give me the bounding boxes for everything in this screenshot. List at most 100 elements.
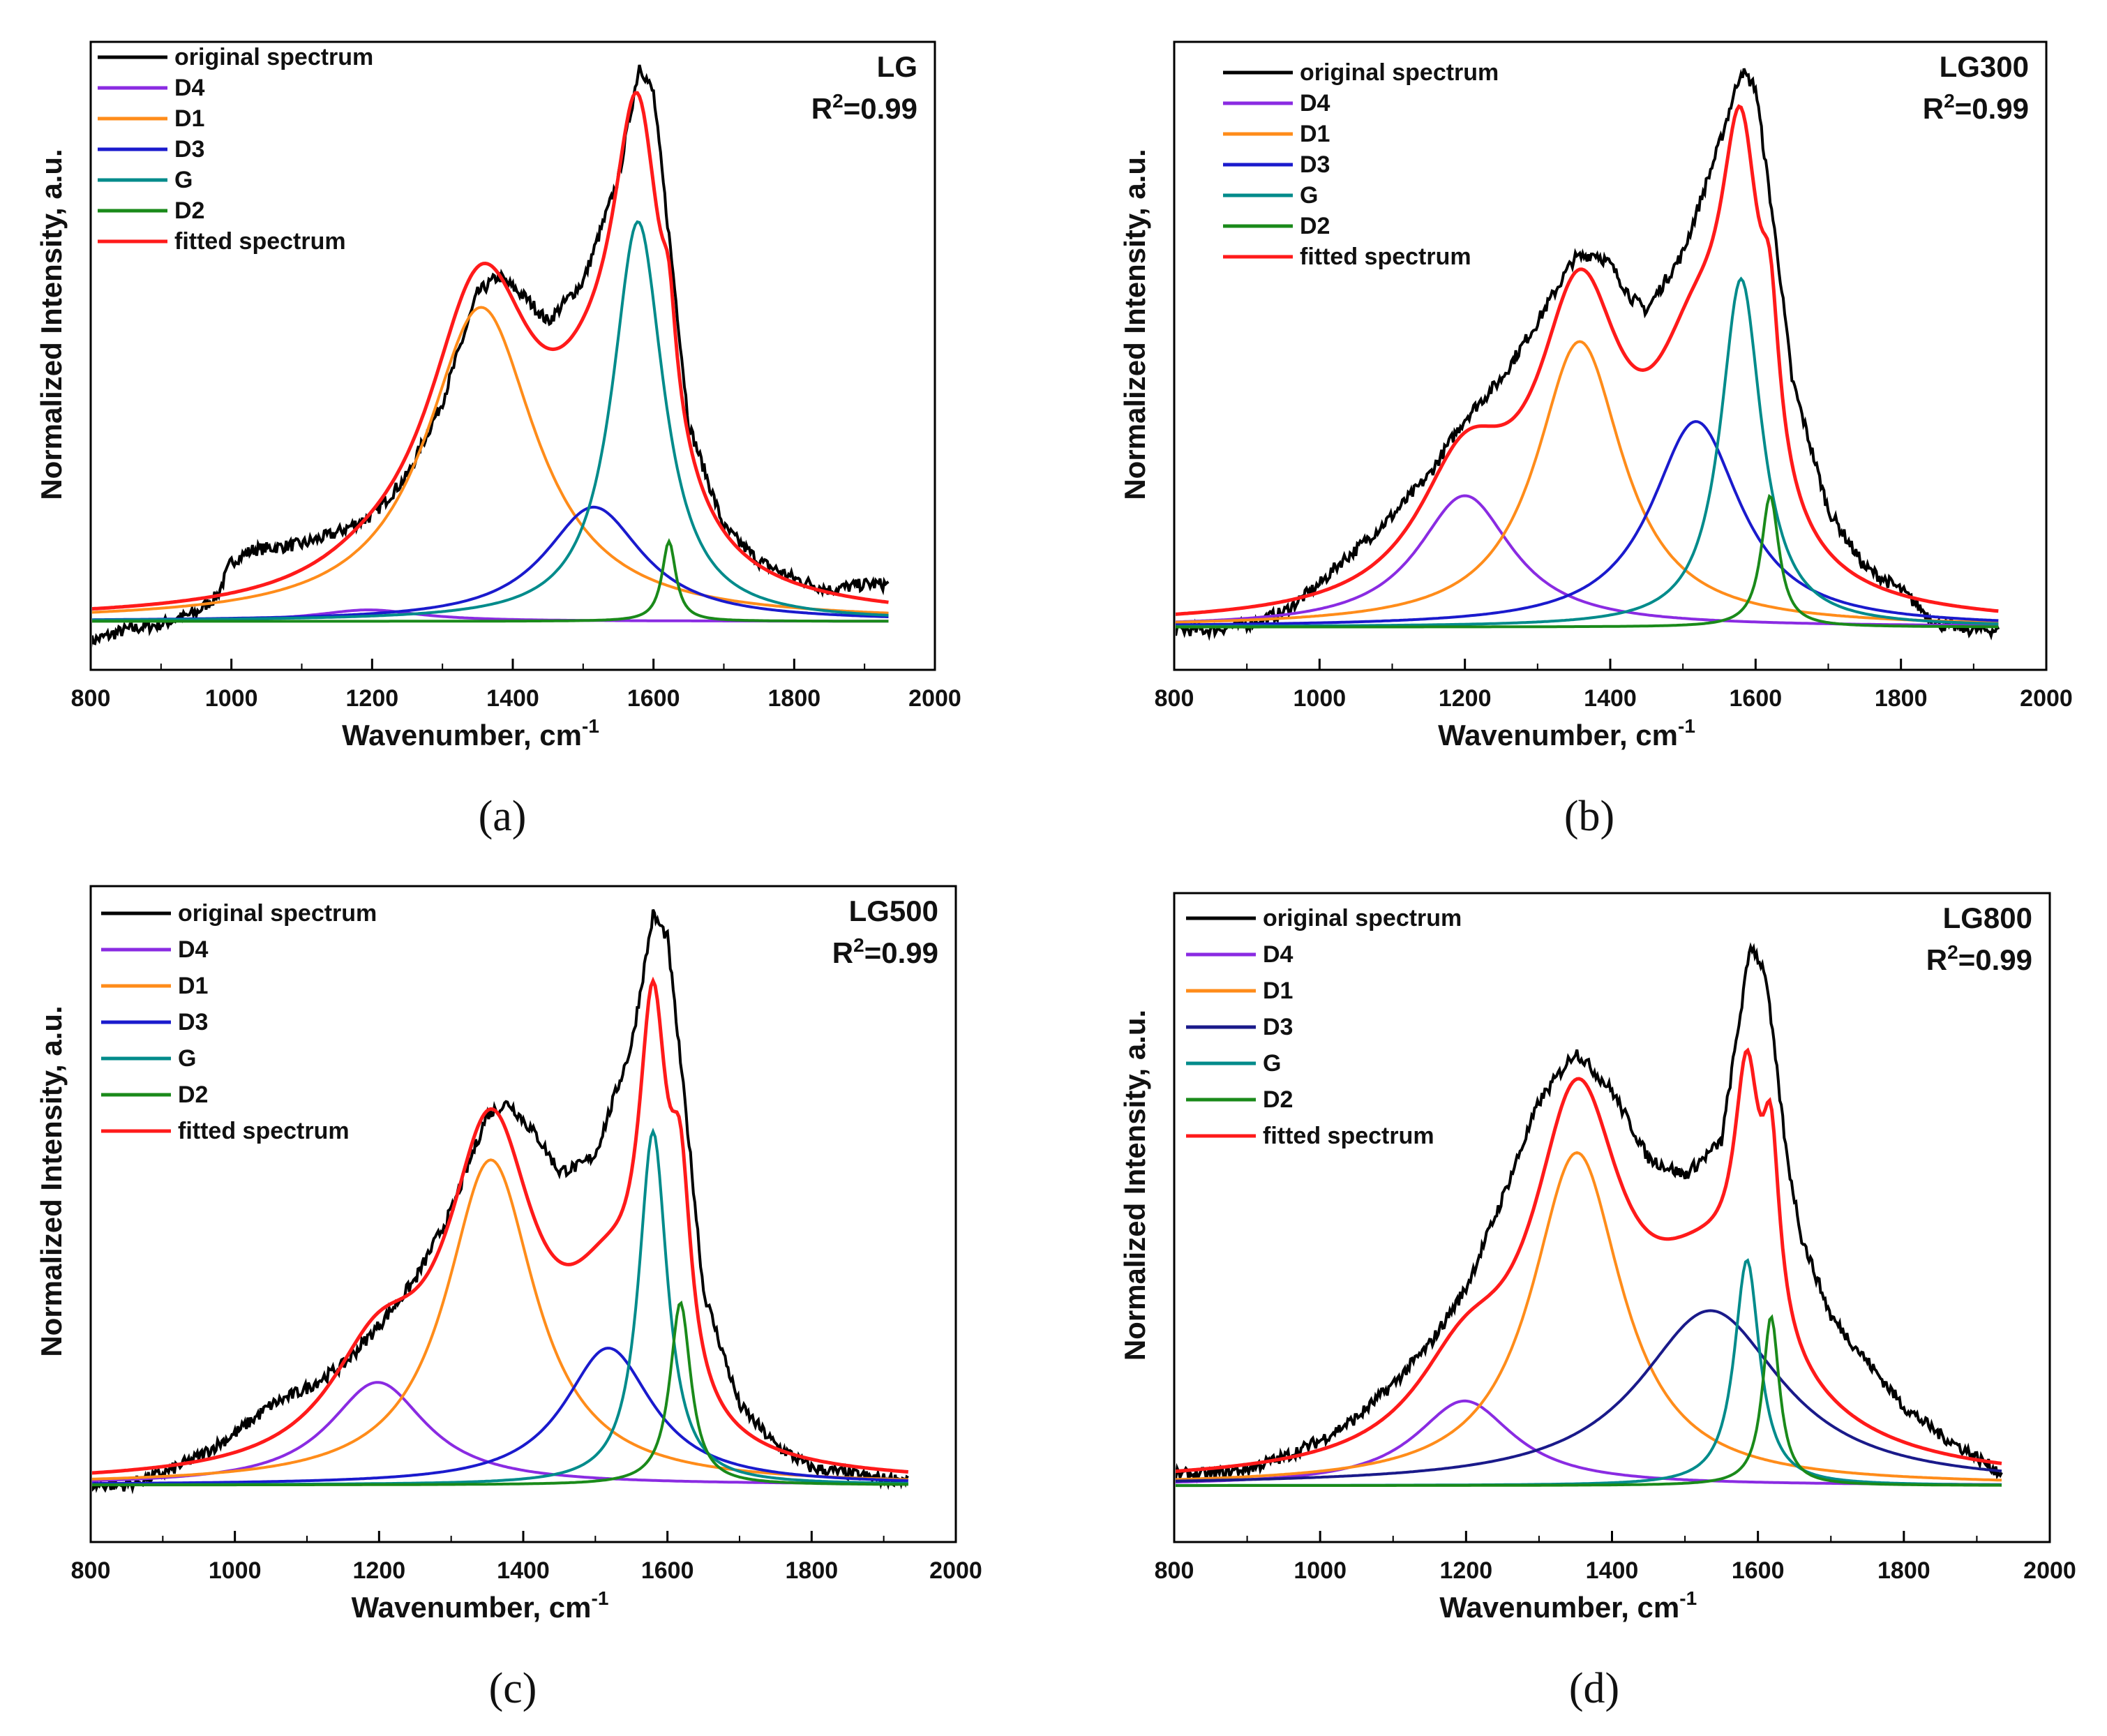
legend-entry: original spectrum <box>1263 905 1462 931</box>
curves <box>1176 68 2000 641</box>
original-spectrum-line <box>1176 68 2000 641</box>
x-tick-label: 1600 <box>1730 685 1783 712</box>
legend-entry: fitted spectrum <box>178 1118 350 1144</box>
fitted-spectrum-line <box>92 976 909 1475</box>
legend-entry: D1 <box>174 105 204 132</box>
sample-label: LG800 <box>1943 901 2032 934</box>
legend-entry: D1 <box>1263 978 1293 1004</box>
legend-entry: D2 <box>1300 213 1330 239</box>
x-tick-label: 1200 <box>346 685 399 712</box>
x-tick-label: 2000 <box>929 1557 982 1584</box>
legend-entry: D4 <box>174 75 205 101</box>
legend-entry: D1 <box>1300 121 1330 147</box>
sample-label: LG300 <box>1940 50 2029 83</box>
d3-component-line <box>1176 420 1999 627</box>
x-tick-label: 2000 <box>2023 1557 2076 1584</box>
sample-label: LG <box>877 50 917 83</box>
x-tick-label: 1600 <box>641 1557 694 1584</box>
legend-entry: fitted spectrum <box>174 228 346 255</box>
x-tick-label: 1200 <box>1440 1557 1493 1584</box>
x-tick-label: 1400 <box>1586 1557 1639 1584</box>
r-squared-value: =0.99 <box>843 92 917 125</box>
legend-entry: G <box>1300 182 1318 209</box>
x-axis-title: Wavenumber, cm-1 <box>352 1587 609 1624</box>
x-axis-title: Wavenumber, cm-1 <box>1439 1587 1697 1624</box>
x-axis-unit-superscript: -1 <box>1679 1587 1697 1609</box>
d4-component-line <box>1176 494 1999 627</box>
legend-entry: G <box>1263 1050 1281 1077</box>
legend-entry: D4 <box>1263 941 1294 968</box>
r-squared-prefix: R <box>811 92 832 125</box>
r-squared-value: =0.99 <box>1958 943 2032 976</box>
panel-lg: 800 1000 1200 1400 1600 1800 2000 Wavenumber, c… <box>35 40 961 840</box>
x-tick-label: 1000 <box>1294 1557 1347 1584</box>
r-squared-value: =0.99 <box>1955 92 2029 125</box>
r-squared-exponent: 2 <box>1944 90 1955 112</box>
legend-entry: fitted spectrum <box>1263 1123 1434 1149</box>
d1-component-line <box>92 306 889 615</box>
legend-entry: D3 <box>1263 1014 1293 1040</box>
x-tick-label: 1800 <box>1875 685 1928 712</box>
x-tick-label: 800 <box>1155 1557 1194 1584</box>
panel-lg800: 800 1000 1200 1400 1600 1800 2000 Wavenumber, c… <box>1118 892 2076 1712</box>
curves <box>92 64 890 648</box>
legend-entry: original spectrum <box>178 900 377 927</box>
curves <box>92 908 909 1495</box>
x-tick-label: 1200 <box>1439 685 1492 712</box>
panel-label: (c) <box>489 1665 537 1712</box>
panel-lg500: 800 1000 1200 1400 1600 1800 2000 Wavenumber, c… <box>35 885 982 1712</box>
r-squared-prefix: R <box>1926 943 1947 976</box>
x-tick-label: 1000 <box>205 685 258 712</box>
panel-label: (d) <box>1569 1665 1619 1712</box>
original-spectrum-line <box>92 64 890 648</box>
d1-component-line <box>1176 340 1999 624</box>
x-axis-title-text: Wavenumber, cm <box>1438 719 1678 751</box>
x-tick-label: 800 <box>71 685 111 712</box>
legend-entry: D3 <box>178 1009 208 1035</box>
x-tick-label: 1600 <box>627 685 680 712</box>
x-tick-label: 2000 <box>908 685 961 712</box>
legend-entry: D4 <box>178 936 209 963</box>
panel-label: (b) <box>1564 793 1614 840</box>
d2-component-line <box>1176 1314 2002 1488</box>
x-tick-label: 1600 <box>1732 1557 1785 1584</box>
d2-component-line <box>92 538 889 623</box>
x-tick-label: 800 <box>71 1557 111 1584</box>
d3-component-line <box>92 1347 908 1486</box>
r-squared-label: R2=0.99 <box>1926 941 2032 976</box>
legend-entry: original spectrum <box>1300 59 1499 86</box>
legend-entry: original spectrum <box>174 44 373 70</box>
d2-component-line <box>92 1300 908 1487</box>
sample-label: LG500 <box>849 895 938 927</box>
r-squared-prefix: R <box>832 936 853 969</box>
r-squared-exponent: 2 <box>1947 941 1958 963</box>
legend: original spectrum D4 D1 D3 G D2 fitted spectru… <box>101 900 377 1144</box>
y-axis-title: Normalized Intensity, a.u. <box>35 149 68 500</box>
d2-component-line <box>1176 493 1999 629</box>
r-squared-label: R2=0.99 <box>832 934 938 969</box>
legend: original spectrum D4 D1 D3 G D2 fitted spectru… <box>1223 59 1499 270</box>
x-tick-label: 1400 <box>1584 685 1637 712</box>
x-axis-unit-superscript: -1 <box>592 1587 609 1609</box>
g-component-line <box>92 220 889 622</box>
x-axis-title-text: Wavenumber, cm <box>1439 1591 1679 1624</box>
legend-entry: fitted spectrum <box>1300 244 1471 270</box>
legend-entry: D3 <box>1300 151 1330 178</box>
x-tick-label: 800 <box>1155 685 1194 712</box>
x-tick-label: 1200 <box>353 1557 406 1584</box>
d4-component-line <box>92 1381 908 1486</box>
curves <box>1176 942 2003 1488</box>
legend-entry: D2 <box>178 1082 208 1108</box>
r-squared-prefix: R <box>1923 92 1944 125</box>
x-axis-unit-superscript: -1 <box>1678 715 1695 737</box>
x-axis-unit-superscript: -1 <box>582 715 599 737</box>
panel-label: (a) <box>479 793 527 840</box>
x-tick-label: 1000 <box>209 1557 262 1584</box>
x-axis-title: Wavenumber, cm-1 <box>1438 715 1695 751</box>
legend-entry: D2 <box>174 197 204 224</box>
legend-entry: G <box>174 167 193 193</box>
r-squared-label: R2=0.99 <box>811 90 917 125</box>
x-tick-label: 1800 <box>768 685 821 712</box>
r-squared-exponent: 2 <box>832 90 843 112</box>
